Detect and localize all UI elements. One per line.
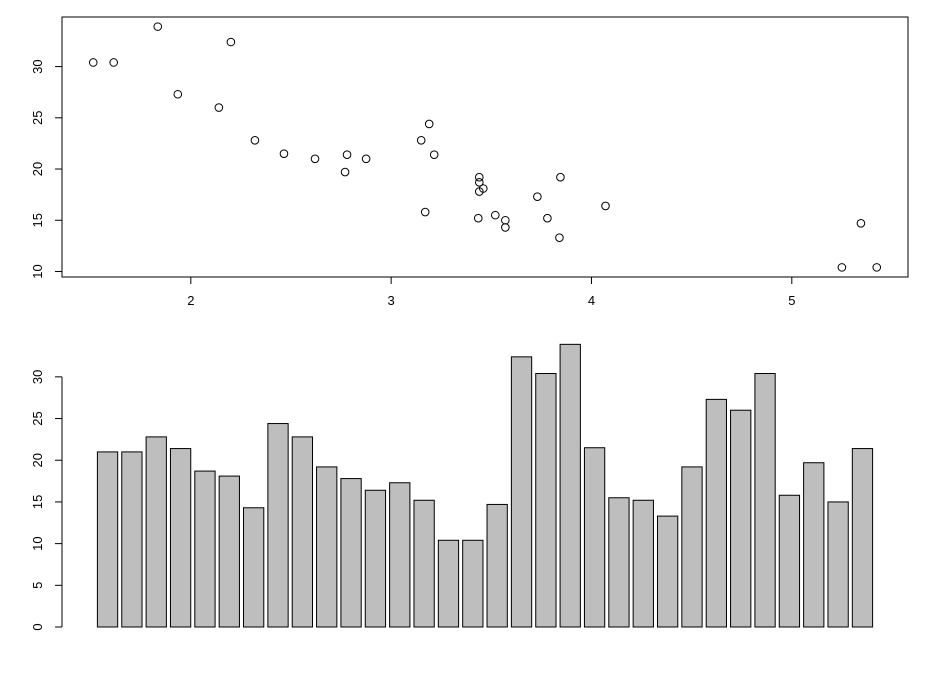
bar xyxy=(510,356,533,628)
bar xyxy=(437,539,460,628)
point xyxy=(416,136,426,145)
point xyxy=(501,215,510,225)
bar xyxy=(96,451,119,628)
y-tick-label: 20 xyxy=(30,453,45,467)
point xyxy=(340,167,350,177)
y-tick-label: 25 xyxy=(30,411,45,425)
point xyxy=(109,58,118,67)
bar xyxy=(194,470,216,628)
y-tick-label: 10 xyxy=(30,264,45,278)
bar xyxy=(243,507,265,628)
bar xyxy=(608,497,630,628)
bar xyxy=(121,451,143,628)
bar xyxy=(778,494,801,628)
point xyxy=(214,103,224,112)
bar xyxy=(681,466,703,628)
point xyxy=(173,89,183,99)
bar xyxy=(754,373,776,628)
point xyxy=(872,263,882,272)
point xyxy=(543,213,552,223)
x-tick-label: 3 xyxy=(388,293,395,308)
bar xyxy=(389,482,411,628)
point xyxy=(473,213,483,223)
bar xyxy=(413,499,435,628)
point xyxy=(491,210,500,220)
y-tick-label: 15 xyxy=(30,495,45,509)
point xyxy=(556,172,565,182)
bar xyxy=(364,489,387,628)
bar xyxy=(462,539,484,628)
y-tick-label: 30 xyxy=(30,370,45,384)
point xyxy=(429,150,439,159)
point xyxy=(342,150,352,159)
bar xyxy=(535,373,557,628)
point xyxy=(601,201,610,211)
x-tick-label: 4 xyxy=(588,293,595,308)
bar xyxy=(827,501,849,628)
point xyxy=(279,149,289,158)
x-tick-label: 2 xyxy=(187,293,194,308)
y-tick-label: 0 xyxy=(30,623,45,630)
y-tick-label: 30 xyxy=(30,59,45,73)
point xyxy=(226,37,236,47)
point xyxy=(856,219,866,228)
point xyxy=(474,178,484,187)
point xyxy=(310,154,320,164)
point xyxy=(501,223,510,232)
bar xyxy=(583,447,606,628)
bar xyxy=(632,499,654,628)
y-tick-label: 20 xyxy=(30,162,45,176)
y-tick-label: 25 xyxy=(30,111,45,125)
bar xyxy=(486,503,508,628)
bar xyxy=(559,343,581,628)
y-tick-label: 15 xyxy=(30,213,45,227)
point xyxy=(361,154,371,164)
bar xyxy=(705,398,727,628)
point xyxy=(420,207,430,217)
y-tick-label: 10 xyxy=(30,536,45,550)
bar xyxy=(267,423,289,628)
point xyxy=(837,263,847,272)
bar xyxy=(656,515,679,628)
bar xyxy=(730,409,752,628)
point xyxy=(424,119,434,129)
bar xyxy=(316,466,338,628)
bar xyxy=(218,475,240,628)
plot-box xyxy=(61,16,909,278)
point xyxy=(533,192,542,201)
point xyxy=(555,233,564,242)
y-tick-label: 5 xyxy=(30,582,45,589)
point xyxy=(88,58,98,67)
point xyxy=(474,172,484,182)
bar xyxy=(340,478,362,628)
point xyxy=(153,22,163,31)
x-tick-label: 5 xyxy=(788,293,795,308)
point xyxy=(474,187,484,196)
bar xyxy=(145,436,167,628)
bar xyxy=(291,436,314,628)
bar xyxy=(851,448,874,628)
point xyxy=(250,136,260,145)
bar xyxy=(803,462,825,628)
bar xyxy=(169,448,192,628)
